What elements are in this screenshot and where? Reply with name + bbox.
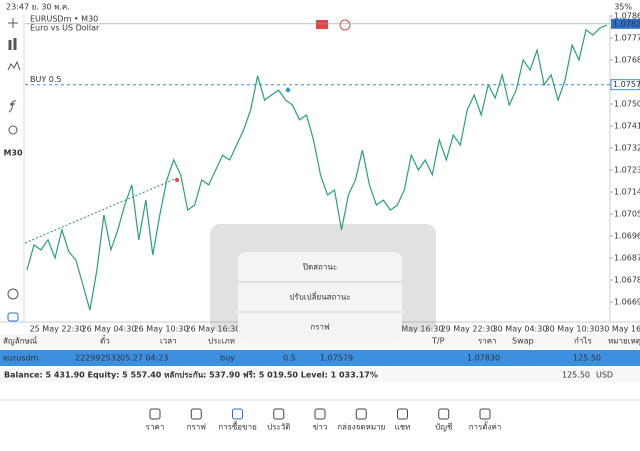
- cell[interactable]: 1.07830: [467, 354, 500, 363]
- nav-label[interactable]: บัญชี: [435, 423, 453, 432]
- nav-label[interactable]: กล่องจดหมาย: [337, 423, 385, 432]
- selected-row[interactable]: [0, 350, 640, 366]
- balance-row: [0, 368, 640, 382]
- function-icon[interactable]: [8, 100, 17, 113]
- cell[interactable]: eurusdm: [3, 354, 39, 363]
- indicator-icon[interactable]: [7, 60, 21, 71]
- candles-icon[interactable]: [8, 38, 17, 50]
- y-tick-label: 1.07050: [614, 210, 640, 219]
- trend-line: [24, 177, 178, 244]
- buy-button[interactable]: [339, 19, 351, 31]
- x-tick-label: 30 May 04:30: [493, 325, 548, 334]
- y-tick-label: 1.07500: [614, 100, 640, 109]
- bid-tag: [611, 18, 640, 29]
- sell-marker: [175, 178, 179, 182]
- status-time: 23:47 ย. 30 พ.ค.: [6, 3, 70, 12]
- column-header: ตั๋ว: [100, 334, 110, 345]
- x-tick-label: 29 May 16:30: [389, 325, 444, 334]
- nav-icon[interactable]: [232, 408, 243, 420]
- cell[interactable]: buy: [220, 354, 235, 363]
- nav-icon[interactable]: [314, 408, 326, 420]
- sell-button[interactable]: [316, 20, 328, 29]
- nav-icon[interactable]: [438, 408, 450, 420]
- column-header: สัญลักษณ์: [3, 336, 38, 346]
- column-header: หมายเหตุ: [608, 337, 640, 346]
- y-tick-label: 1.06690: [614, 298, 640, 307]
- nav-label[interactable]: ราคา: [146, 423, 165, 432]
- currency: USD: [596, 371, 613, 380]
- y-tick-label: 1.06960: [614, 232, 640, 241]
- x-tick-label: 30 May 16:3: [599, 325, 640, 334]
- y-tick-label: 1.07140: [614, 188, 640, 197]
- x-tick-label: 26 May 10:30: [134, 325, 189, 334]
- y-tick-label: 1.07230: [614, 166, 640, 175]
- y-tick-label: 1.07770: [614, 34, 640, 43]
- cell[interactable]: 1.07579: [320, 354, 353, 363]
- plot: 1.07860 1.07770 1.07680 1.07500 1.07410 1.073…: [24, 12, 640, 311]
- popup: [238, 252, 402, 342]
- objects-icon[interactable]: [8, 125, 18, 135]
- nav-icon[interactable]: [479, 408, 491, 420]
- nav-icon[interactable]: [355, 408, 367, 420]
- symbol-description: Euro vs US Dollar: [30, 24, 100, 33]
- nav-icon[interactable]: [273, 408, 285, 420]
- column-header: เวลา: [160, 337, 177, 346]
- trade-icon[interactable]: [7, 312, 19, 322]
- balance: Balance: 5 431.90 Equity: 5 557.40 หลักป…: [4, 370, 378, 380]
- nav-label[interactable]: การซื้อขาย: [218, 421, 257, 432]
- cell[interactable]: 125.50: [573, 354, 601, 363]
- buy-marker: [285, 87, 291, 93]
- x-tick-label: 29 May 22:30: [441, 325, 496, 334]
- nav-label[interactable]: การตั้งค่า: [469, 421, 502, 432]
- cell[interactable]: 05.27 04:23: [120, 354, 169, 363]
- toolbar: [7, 18, 21, 322]
- y-tick-label: 1.06780: [614, 276, 640, 285]
- nav-icon[interactable]: [149, 408, 161, 420]
- x-tick-label: 26 May 16:30: [186, 325, 241, 334]
- symbol: EURUSDm • M30: [30, 15, 98, 24]
- cell[interactable]: 0.5: [283, 354, 296, 363]
- popup-item[interactable]: กราฟ: [310, 323, 330, 332]
- nav-label[interactable]: กราฟ: [187, 423, 207, 432]
- y-tick-label: 1.07860: [614, 12, 640, 21]
- popup-item[interactable]: ปิดสถานะ: [302, 263, 337, 272]
- total-profit: 125.50: [562, 371, 590, 380]
- bid-price: 1.07828: [613, 19, 640, 28]
- popup-item[interactable]: ปรับเปลี่ยนสถานะ: [289, 291, 350, 302]
- price-line: [26, 24, 608, 311]
- timeframe[interactable]: M30: [3, 149, 23, 158]
- nav-icon[interactable]: [397, 408, 408, 420]
- y-tick-label: 1.06870: [614, 254, 640, 263]
- zoom-icon[interactable]: [7, 288, 19, 300]
- table: สัญลักษณ์ ตั๋ว เวลา ประเภท T/P ราคา Swap กำไร หม…: [3, 334, 640, 362]
- x-tick-label: 30 May 10:30: [545, 325, 600, 334]
- x-tick-label: 25 May 22:30: [30, 325, 85, 334]
- order-price: 1.07579: [613, 80, 640, 89]
- column-header: ประเภท: [208, 337, 235, 346]
- nav-label[interactable]: ข่าว: [313, 423, 327, 432]
- order-price-tag: [610, 79, 640, 91]
- order-label: BUY 0.5: [30, 75, 62, 84]
- column-header: Swap: [512, 337, 534, 346]
- battery: 35%: [614, 3, 632, 12]
- column-header: ราคา: [478, 337, 497, 346]
- column-header: กำไร: [574, 337, 592, 346]
- bottom-nav: ราคา กราฟ การซื้อขาย ประวัติ ข่าว กล่องจดหมาย…: [146, 408, 502, 432]
- column-header: T/P: [431, 337, 445, 346]
- cell[interactable]: 222992532: [75, 354, 121, 363]
- y-tick-label: 1.07410: [614, 122, 640, 131]
- crosshair-icon[interactable]: [8, 18, 18, 28]
- x-tick-label: 26 May 04:30: [82, 325, 137, 334]
- nav-label[interactable]: ประวัติ: [267, 423, 290, 432]
- nav-icon[interactable]: [190, 408, 202, 420]
- nav-label[interactable]: แชท: [395, 423, 411, 432]
- y-tick-label: 1.07320: [614, 144, 640, 153]
- y-tick-label: 1.07680: [614, 56, 640, 65]
